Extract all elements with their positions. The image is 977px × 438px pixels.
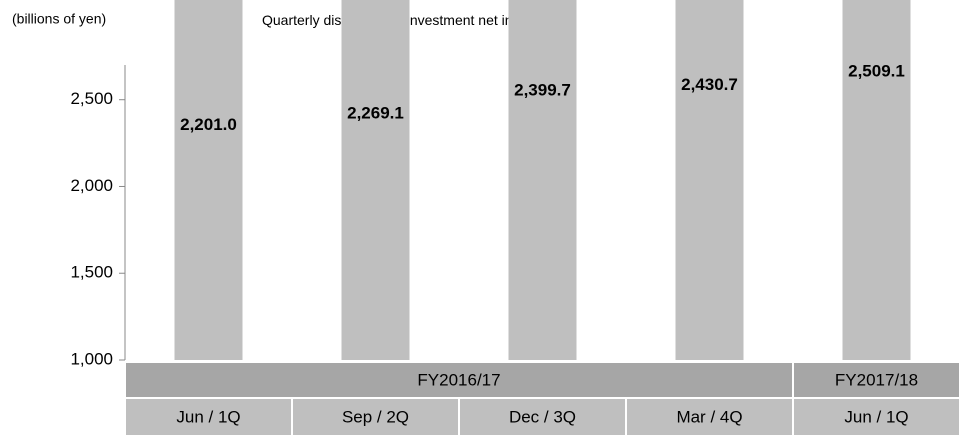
x-tick-label: Mar / 4Q xyxy=(676,407,742,426)
y-tick-label: 2,500 xyxy=(70,89,113,108)
total-label: 2,399.7 xyxy=(514,81,571,100)
x-tick-label: Jun / 1Q xyxy=(844,407,908,426)
x-tick-label: Jun / 1Q xyxy=(176,407,240,426)
bar xyxy=(842,0,911,360)
total-label: 2,509.1 xyxy=(848,62,905,81)
total-label: 2,269.1 xyxy=(347,103,404,122)
x-tick-label: Sep / 2Q xyxy=(342,407,409,426)
y-axis-label: (billions of yen) xyxy=(12,11,106,27)
group-label: FY2017/18 xyxy=(835,370,918,389)
y-tick-label: 1,500 xyxy=(70,263,113,282)
bar xyxy=(508,0,577,361)
bar xyxy=(174,0,243,360)
bar xyxy=(341,0,410,360)
y-tick-label: 1,000 xyxy=(70,349,113,368)
total-label: 2,430.7 xyxy=(681,75,738,94)
bar xyxy=(675,0,744,361)
group-label: FY2016/17 xyxy=(417,370,500,389)
category-cell xyxy=(792,397,961,437)
x-tick-label: Dec / 3Q xyxy=(509,407,576,426)
total-label: 2,201.0 xyxy=(180,115,237,134)
y-tick-label: 2,000 xyxy=(70,176,113,195)
